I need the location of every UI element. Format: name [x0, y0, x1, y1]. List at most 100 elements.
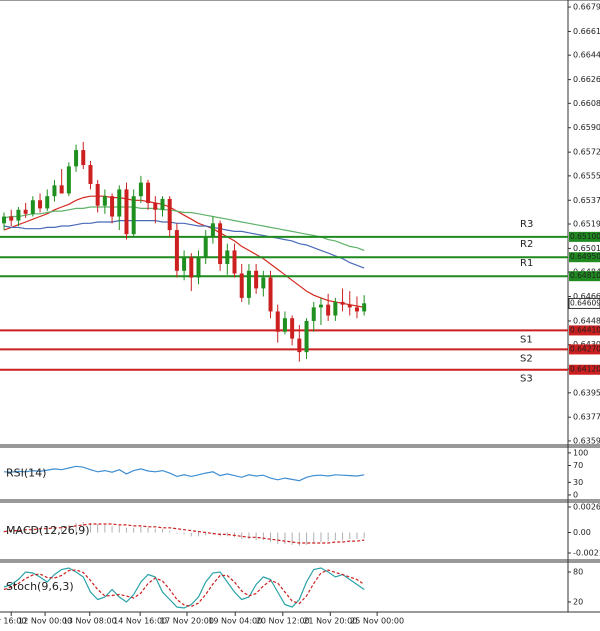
signal-line — [3, 523, 365, 544]
candle-body — [9, 216, 14, 221]
candle-body — [340, 301, 345, 305]
level-label: 0.64810 — [570, 271, 600, 280]
candle-body — [66, 166, 71, 194]
x-tick-label: 14 Nov 16:00 — [113, 617, 167, 626]
y-tick-label: 0.66795 — [573, 3, 600, 12]
candle-body — [52, 185, 57, 197]
candle-body — [311, 307, 316, 321]
candle-body — [59, 185, 64, 194]
candle-body — [153, 202, 158, 210]
candle-body — [254, 270, 259, 289]
x-tick-label: 19 Nov 04:00 — [208, 617, 262, 626]
candle-body — [117, 189, 122, 217]
candle-body — [45, 196, 50, 209]
level-box — [569, 252, 600, 263]
candle-body — [102, 196, 107, 206]
level-box — [569, 231, 600, 242]
y-tick-label: -0.002157 — [573, 548, 600, 557]
y-tick-label: 0.002686 — [573, 502, 600, 511]
indicator-title: RSI(14) — [6, 467, 46, 480]
candle-body — [146, 182, 151, 203]
level-name: S1 — [520, 334, 533, 345]
candle-body — [362, 303, 367, 312]
y-tick-label: 0.65015 — [573, 244, 600, 253]
level-name: R3 — [520, 219, 533, 230]
candle-body — [81, 150, 86, 166]
y-tick-label: 0 — [573, 490, 578, 499]
candle-body — [131, 196, 136, 235]
y-tick-label: 0.65195 — [573, 219, 600, 228]
candle-body — [246, 270, 251, 298]
candle-body — [268, 277, 273, 312]
candle-body — [23, 209, 28, 214]
candle-body — [110, 196, 115, 217]
y-tick-label: 80 — [573, 568, 583, 577]
level-box — [569, 325, 600, 336]
level-label: 0.65100 — [570, 232, 600, 241]
level-label: 0.64410 — [570, 325, 600, 334]
candle-body — [218, 223, 223, 264]
x-tick-label: 20 Nov 12:00 — [256, 617, 310, 626]
candle-body — [203, 236, 208, 258]
candle-body — [160, 198, 165, 210]
level-name: R1 — [520, 258, 533, 269]
indicator-title: MACD(12,26,9) — [6, 524, 90, 537]
y-tick-label: 70 — [573, 461, 583, 470]
candle-body — [210, 223, 215, 237]
level-name: S2 — [520, 353, 533, 364]
x-tick-label: 13 Nov 08:00 — [63, 617, 117, 626]
candle-body — [318, 304, 323, 308]
y-tick-label: 20 — [573, 598, 583, 607]
y-tick-label: 0.65725 — [573, 148, 600, 157]
candle-body — [290, 318, 295, 339]
y-tick-label: 0.65905 — [573, 123, 600, 132]
candle-body — [38, 200, 43, 209]
candle-body — [304, 320, 309, 353]
indicator-line — [3, 567, 365, 609]
candle-body — [354, 307, 359, 312]
candle-body — [30, 200, 35, 214]
level-box — [569, 271, 600, 282]
moving-average — [3, 195, 365, 308]
candle-body — [88, 165, 93, 184]
y-tick-label: 0.66615 — [573, 27, 600, 36]
candle-body — [333, 301, 338, 316]
candle-body — [232, 250, 237, 274]
moving-average — [3, 206, 365, 251]
candle-body — [196, 257, 201, 278]
x-tick-label: 12 Nov 00:00 — [18, 617, 72, 626]
price-box — [568, 297, 600, 309]
level-name: S3 — [520, 374, 533, 385]
indicator-line — [3, 569, 365, 608]
candle-body — [138, 182, 143, 197]
indicator-title: Stoch(9,6,3) — [6, 580, 74, 593]
candle-body — [182, 257, 187, 271]
candle-body — [124, 189, 129, 235]
x-tick-label: v 16:00 — [0, 617, 26, 626]
candle-body — [326, 304, 331, 316]
candle-body — [261, 277, 266, 289]
candle-body — [282, 318, 287, 332]
candle-body — [95, 183, 100, 206]
level-label: 0.64270 — [570, 344, 600, 353]
x-tick-label: 17 Nov 20:00 — [160, 617, 214, 626]
candle-body — [275, 311, 280, 332]
candle-body — [297, 338, 302, 353]
y-tick-label: 100 — [573, 448, 588, 457]
candle-body — [167, 198, 172, 231]
indicator-line — [3, 465, 365, 482]
level-box — [569, 344, 600, 355]
x-tick-label: 25 Nov 00:00 — [350, 617, 404, 626]
y-tick-label: 30 — [573, 478, 583, 487]
candle-body — [347, 304, 352, 308]
current-price: 0.64609 — [570, 298, 600, 307]
candle-body — [189, 257, 194, 278]
